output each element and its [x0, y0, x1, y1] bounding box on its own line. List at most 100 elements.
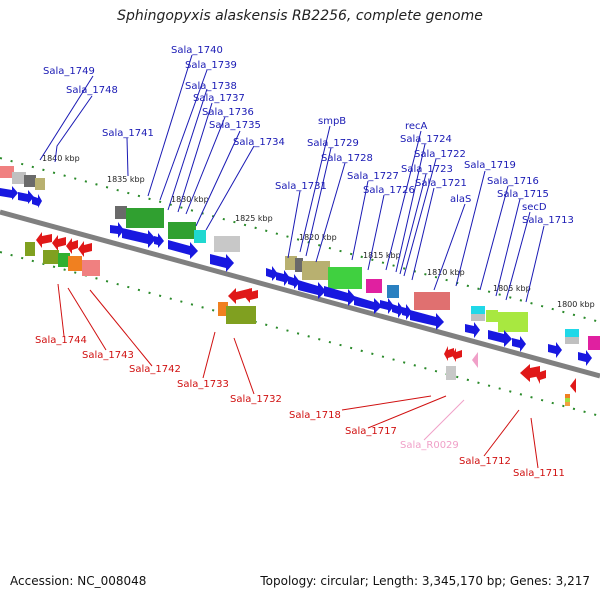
gene-feature[interactable]	[35, 178, 45, 190]
gene-feature[interactable]	[0, 166, 14, 178]
gene-label[interactable]: Sala_1713	[522, 215, 574, 226]
gene-feature[interactable]	[446, 366, 456, 380]
gene-label[interactable]: Sala_1729	[307, 138, 359, 149]
gene-label[interactable]: Sala_1742	[129, 364, 181, 375]
gene-arrow[interactable]	[536, 368, 546, 384]
gene-feature[interactable]	[486, 310, 498, 322]
gene-feature[interactable]	[498, 312, 528, 332]
gene-arrow[interactable]	[578, 350, 592, 366]
gene-label[interactable]: Sala_1748	[66, 85, 118, 96]
gene-arrow[interactable]	[488, 330, 512, 347]
gene-feature[interactable]	[471, 306, 485, 314]
gene-label[interactable]: Sala_1715	[497, 189, 549, 200]
gene-feature[interactable]	[126, 208, 164, 228]
gene-label[interactable]: Sala_1727	[347, 171, 399, 182]
gene-arrow[interactable]	[276, 270, 290, 286]
gene-arrow[interactable]	[78, 241, 92, 257]
gene-label[interactable]: Sala_1739	[185, 60, 237, 71]
gene-label[interactable]: Sala_1744	[35, 335, 87, 346]
gene-label[interactable]: recA	[405, 121, 428, 132]
gene-arrow[interactable]	[228, 288, 252, 304]
gene-feature[interactable]	[218, 302, 228, 316]
gene-arrow[interactable]	[154, 233, 164, 248]
gene-arrow[interactable]	[410, 310, 444, 330]
gene-feature[interactable]	[588, 336, 600, 350]
gene-label[interactable]: Sala_1743	[82, 350, 134, 361]
gene-label[interactable]: Sala_1736	[202, 107, 254, 118]
gene-label[interactable]: Sala_1732	[230, 394, 282, 405]
gene-label[interactable]: Sala_1731	[275, 181, 327, 192]
gene-feature[interactable]	[168, 222, 196, 239]
gene-arrow[interactable]	[32, 194, 42, 208]
gene-feature[interactable]	[302, 261, 330, 280]
gene-label[interactable]: Sala_1719	[464, 160, 516, 171]
gene-feature[interactable]	[12, 172, 26, 184]
gene-label[interactable]: smpB	[318, 116, 346, 127]
gene-feature[interactable]	[565, 394, 570, 398]
gene-arrow[interactable]	[52, 235, 66, 251]
gene-feature[interactable]	[214, 236, 240, 252]
gene-label[interactable]: Sala_1716	[487, 176, 539, 187]
gene-label[interactable]: Sala_1737	[193, 93, 245, 104]
gene-arrow[interactable]	[324, 286, 356, 306]
gene-arrow[interactable]	[570, 378, 576, 393]
gene-label[interactable]: Sala_1734	[233, 137, 285, 148]
gene-label[interactable]: Sala_1721	[415, 178, 467, 189]
gene-arrow[interactable]	[36, 232, 52, 248]
gene-label[interactable]: Sala_1728	[321, 153, 373, 164]
gene-feature[interactable]	[295, 258, 303, 272]
gene-label[interactable]: Sala_1733	[177, 379, 229, 390]
gene-arrow[interactable]	[392, 302, 404, 318]
gene-arrow[interactable]	[472, 352, 478, 368]
gene-arrow[interactable]	[354, 296, 382, 314]
gene-label[interactable]: Sala_1711	[513, 468, 565, 479]
gene-arrow[interactable]	[444, 346, 454, 361]
gene-arrow[interactable]	[66, 238, 78, 254]
gene-arrow[interactable]	[465, 322, 480, 338]
gene-arrow[interactable]	[512, 336, 526, 352]
gene-feature[interactable]	[285, 256, 297, 270]
gene-feature[interactable]	[328, 267, 362, 289]
gene-label[interactable]: Sala_1723	[401, 164, 453, 175]
gene-label[interactable]: Sala_1735	[209, 120, 261, 131]
gene-feature[interactable]	[471, 314, 485, 321]
gene-arrow[interactable]	[0, 186, 18, 200]
gene-label[interactable]: Sala_1749	[43, 66, 95, 77]
gene-feature[interactable]	[82, 260, 100, 276]
gene-label[interactable]: Sala_1724	[400, 134, 452, 145]
gene-feature[interactable]	[414, 292, 450, 310]
gene-label[interactable]: Sala_1740	[171, 45, 223, 56]
gene-feature[interactable]	[25, 242, 35, 256]
gene-arrow[interactable]	[452, 348, 462, 362]
gene-arrow[interactable]	[402, 304, 412, 320]
gene-feature[interactable]	[58, 253, 70, 267]
gene-label[interactable]: Sala_1726	[363, 185, 415, 196]
gene-arrow[interactable]	[548, 342, 562, 358]
gene-arrow[interactable]	[298, 280, 326, 299]
gene-label[interactable]: Sala_1722	[414, 149, 466, 160]
gene-arrow[interactable]	[380, 298, 394, 314]
gene-label[interactable]: Sala_1741	[102, 128, 154, 139]
gene-arrow[interactable]	[18, 190, 34, 204]
gene-arrow[interactable]	[266, 266, 278, 281]
gene-feature[interactable]	[366, 279, 382, 293]
gene-arrow[interactable]	[288, 274, 300, 289]
gene-feature[interactable]	[24, 175, 36, 187]
gene-feature[interactable]	[387, 285, 399, 298]
gene-label[interactable]: Sala_1717	[345, 426, 397, 437]
gene-feature[interactable]	[565, 398, 570, 402]
gene-feature[interactable]	[565, 402, 570, 406]
gene-feature[interactable]	[226, 306, 256, 324]
gene-label[interactable]: Sala_1718	[289, 410, 341, 421]
gene-label[interactable]: Sala_R0029	[400, 440, 459, 451]
gene-label[interactable]: alaS	[450, 194, 471, 205]
gene-arrow[interactable]	[110, 222, 124, 238]
gene-feature[interactable]	[194, 230, 206, 243]
gene-feature[interactable]	[68, 256, 82, 271]
gene-arrow[interactable]	[168, 240, 198, 259]
gene-label[interactable]: secD	[522, 202, 547, 213]
gene-feature[interactable]	[565, 329, 579, 337]
gene-arrow[interactable]	[210, 254, 234, 272]
gene-label[interactable]: Sala_1738	[185, 81, 237, 92]
gene-arrow[interactable]	[122, 228, 156, 248]
